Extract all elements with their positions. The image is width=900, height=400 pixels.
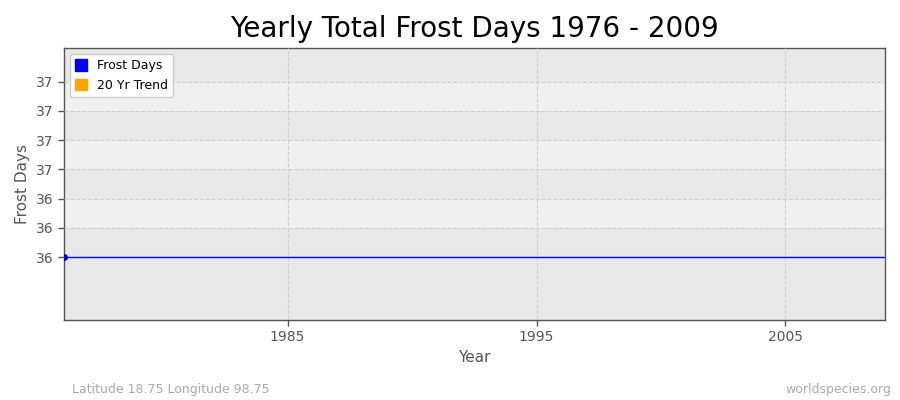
Frost Days bbox=[730, 255, 741, 260]
Frost Days bbox=[606, 255, 616, 260]
Frost Days bbox=[580, 255, 591, 260]
Frost Days bbox=[257, 255, 268, 260]
Frost Days bbox=[283, 255, 293, 260]
Frost Days bbox=[332, 255, 343, 260]
Frost Days bbox=[83, 255, 94, 260]
Frost Days bbox=[855, 255, 866, 260]
Title: Yearly Total Frost Days 1976 - 2009: Yearly Total Frost Days 1976 - 2009 bbox=[230, 15, 719, 43]
Bar bbox=[64, 48, 885, 82]
Frost Days bbox=[183, 255, 194, 260]
Frost Days bbox=[556, 255, 567, 260]
Frost Days bbox=[482, 255, 492, 260]
Frost Days bbox=[506, 255, 517, 260]
Bar bbox=[64, 228, 885, 257]
Frost Days bbox=[382, 255, 392, 260]
Frost Days bbox=[655, 255, 666, 260]
Frost Days bbox=[706, 255, 716, 260]
Text: worldspecies.org: worldspecies.org bbox=[785, 383, 891, 396]
Bar bbox=[64, 257, 885, 320]
Bar bbox=[64, 140, 885, 170]
Frost Days bbox=[158, 255, 168, 260]
Frost Days bbox=[232, 255, 243, 260]
Bar bbox=[64, 111, 885, 140]
Text: Latitude 18.75 Longitude 98.75: Latitude 18.75 Longitude 98.75 bbox=[72, 383, 270, 396]
Frost Days bbox=[108, 255, 119, 260]
X-axis label: Year: Year bbox=[458, 350, 491, 365]
Frost Days bbox=[307, 255, 318, 260]
Frost Days bbox=[208, 255, 219, 260]
Frost Days bbox=[780, 255, 791, 260]
Frost Days bbox=[407, 255, 418, 260]
Frost Days bbox=[432, 255, 443, 260]
Bar bbox=[64, 82, 885, 111]
Frost Days bbox=[456, 255, 467, 260]
Legend: Frost Days, 20 Yr Trend: Frost Days, 20 Yr Trend bbox=[70, 54, 174, 97]
Frost Days bbox=[755, 255, 766, 260]
Frost Days bbox=[133, 255, 144, 260]
Frost Days bbox=[680, 255, 691, 260]
Line: Frost Days: Frost Days bbox=[61, 254, 887, 260]
Frost Days bbox=[805, 255, 815, 260]
Frost Days bbox=[830, 255, 841, 260]
Y-axis label: Frost Days: Frost Days bbox=[15, 144, 30, 224]
Frost Days bbox=[879, 255, 890, 260]
Frost Days bbox=[531, 255, 542, 260]
Bar bbox=[64, 170, 885, 199]
Frost Days bbox=[58, 255, 69, 260]
Bar bbox=[64, 199, 885, 228]
Frost Days bbox=[357, 255, 368, 260]
Frost Days bbox=[631, 255, 642, 260]
